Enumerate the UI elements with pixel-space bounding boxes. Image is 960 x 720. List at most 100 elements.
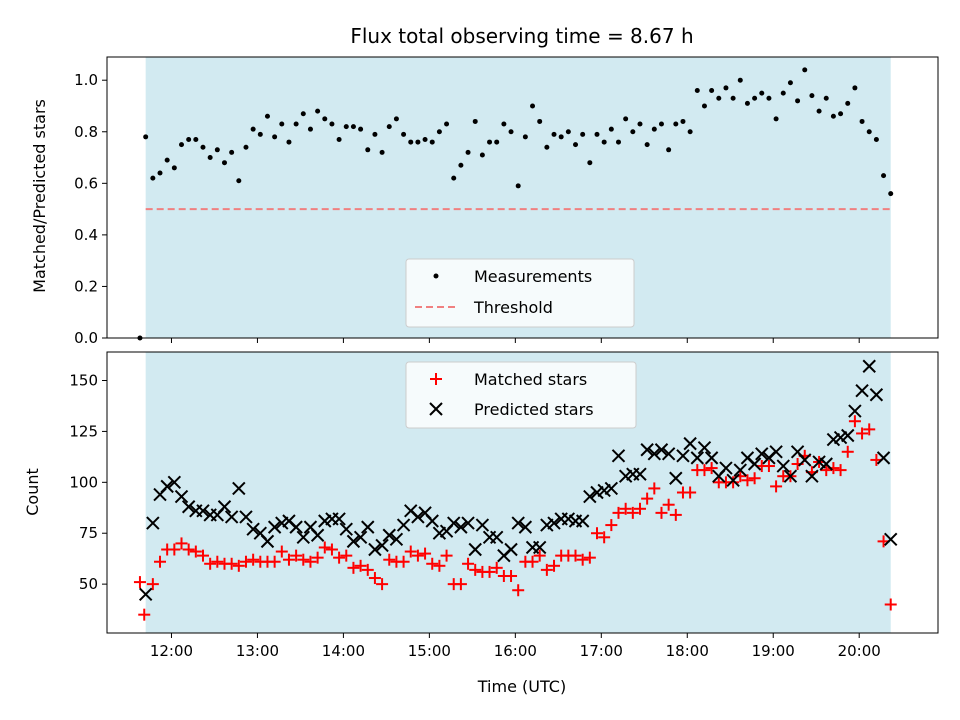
predicted-star-point [174, 489, 189, 504]
matched-star-point [397, 555, 410, 568]
measurement-point [236, 178, 242, 184]
measurement-point [651, 126, 657, 132]
predicted-star-point [654, 443, 669, 457]
matched-star-point [268, 555, 281, 568]
measurement-point [422, 136, 428, 142]
measurement-point [379, 149, 385, 155]
predicted-star-point [353, 530, 368, 545]
measurement-point [157, 170, 163, 176]
matched-star-point [368, 572, 381, 585]
predicted-star-point [196, 504, 210, 518]
ratio-panel-frame [106, 56, 939, 339]
x-tick-label: 14:00 [322, 642, 365, 660]
measurement-point [630, 129, 636, 135]
measurement-point [193, 136, 199, 142]
matched-star-point [834, 464, 847, 477]
measurement-point [709, 88, 715, 94]
y-tick-label: 100 [69, 473, 98, 491]
y-tick-label: 75 [79, 524, 98, 542]
matched-star-point [419, 547, 432, 560]
measurement-point [873, 136, 879, 142]
matched-star-point [340, 549, 353, 562]
measurement-point [315, 108, 321, 114]
measurement-point [730, 95, 736, 101]
ratio-x-axis-ticks [170, 338, 860, 343]
measurement-point [179, 142, 185, 148]
predicted-star-point [475, 518, 490, 532]
measurement-point [272, 134, 278, 140]
matched-star-point [605, 519, 618, 532]
predicted-star-point [633, 467, 647, 481]
measurement-point [780, 90, 786, 96]
ratio-panel: 0.0 0.2 0.4 0.6 0.8 1.0 Matched/Predicted sta… [30, 56, 939, 347]
predicted-star-point [511, 516, 525, 530]
measurement-point [637, 121, 643, 127]
measurement-point [537, 118, 543, 124]
legend-matched-marker [430, 373, 442, 385]
matched-star-point [748, 472, 761, 485]
measurement-point [243, 144, 249, 150]
predicted-star-point [776, 459, 790, 473]
measurement-point [544, 144, 550, 150]
matched-star-point [490, 561, 503, 574]
count-panel-frame [106, 351, 939, 634]
matched-star-point [598, 531, 611, 544]
matched-star-point [655, 506, 668, 519]
matched-star-point [669, 508, 682, 521]
predicted-star-point [447, 516, 461, 530]
ratio-series-layer [137, 67, 894, 341]
matched-star-point [404, 545, 417, 558]
predicted-star-point [146, 516, 160, 530]
matched-star-point [454, 578, 467, 591]
ratio-legend-box [405, 258, 635, 328]
x-tick-label: 20:00 [838, 642, 881, 660]
measurement-point [737, 77, 743, 83]
measurement-point [759, 90, 765, 96]
measurement-point [286, 139, 292, 145]
matched-star-point [189, 545, 202, 558]
predicted-star-point [332, 512, 346, 526]
measurement-point [744, 100, 750, 106]
count-y-axis-label: Count [23, 468, 42, 516]
ratio-y-axis-ticks: 0.0 0.2 0.4 0.6 0.8 1.0 [74, 71, 107, 347]
measurement-point [415, 139, 421, 145]
matched-star-point [440, 549, 453, 562]
x-axis-label: Time (UTC) [477, 677, 566, 696]
predicted-star-point [676, 449, 690, 463]
measurement-point [143, 134, 149, 140]
measurement-point [214, 147, 220, 153]
matched-star-point [505, 569, 518, 582]
measurement-point [565, 129, 571, 135]
matched-star-point [462, 557, 475, 570]
predicted-star-point [704, 451, 719, 465]
matched-star-point [225, 557, 238, 570]
measurement-point [658, 121, 664, 127]
predicted-star-point [547, 516, 561, 530]
measurement-point [866, 129, 872, 135]
measurement-point [200, 144, 206, 150]
measurement-point [408, 139, 414, 145]
predicted-star-point [869, 388, 884, 402]
measurement-point [830, 113, 836, 119]
measurement-point [816, 108, 822, 114]
measurement-point [207, 155, 213, 161]
measurement-point [852, 85, 858, 91]
matched-star-point [583, 551, 596, 564]
measurement-point [881, 173, 887, 179]
measurement-point [601, 139, 607, 145]
measurement-point [164, 157, 170, 163]
count-legend: Matched stars Predicted stars [405, 361, 637, 429]
predicted-star-point [260, 534, 275, 549]
y-tick-label: 1.0 [74, 71, 98, 89]
legend-predicted-label: Predicted stars [474, 400, 594, 419]
measurement-point [358, 126, 364, 132]
measurement-point [838, 111, 844, 117]
measurement-point [594, 131, 600, 137]
matched-star-point [325, 543, 338, 556]
x-tick-label: 15:00 [408, 642, 451, 660]
matched-star-point [311, 551, 324, 564]
predicted-star-point [640, 443, 654, 457]
measurement-point [393, 116, 399, 122]
measurement-point [773, 116, 779, 122]
y-tick-label: 0.0 [74, 329, 98, 347]
